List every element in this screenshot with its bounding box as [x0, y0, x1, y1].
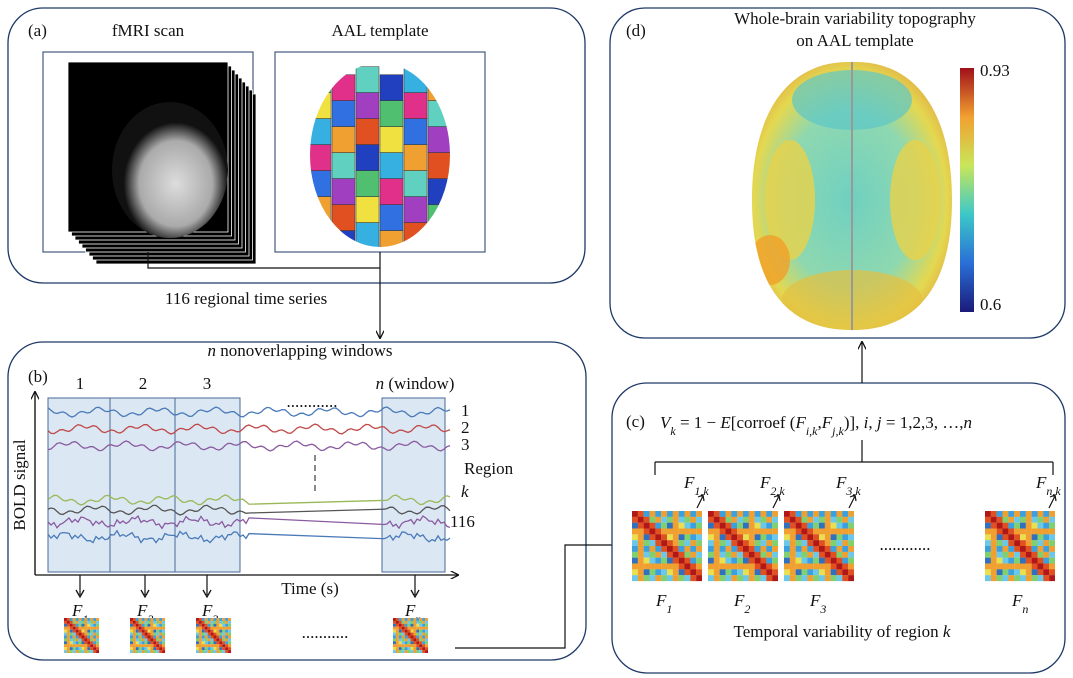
correlation-matrix — [708, 511, 778, 581]
subscript: 2 — [744, 602, 750, 616]
aal-region — [380, 205, 403, 231]
window — [382, 398, 445, 572]
colorbar — [960, 68, 974, 312]
text-part: F — [1035, 473, 1047, 492]
aal-region — [404, 119, 427, 145]
region-label: 3 — [461, 435, 470, 454]
text-part: F — [201, 601, 213, 620]
correlation-matrix — [130, 618, 165, 653]
text-part: F — [733, 591, 745, 610]
ellipsis: ............ — [287, 392, 338, 411]
text-part: F — [835, 473, 847, 492]
aal-region — [356, 67, 379, 93]
text-part: F — [821, 413, 833, 432]
window-label: n (window) — [376, 374, 455, 393]
page: (a) fMRI scan AAL template 116 regional … — [0, 0, 1073, 678]
panel-b-title: n nonoverlapping windows — [207, 341, 392, 360]
aal-region — [332, 153, 355, 179]
text-part: F — [759, 473, 771, 492]
correlation-matrix — [632, 511, 702, 581]
text-part: F — [1011, 591, 1023, 610]
aal-region — [404, 171, 427, 197]
colorbar-max: 0.93 — [980, 61, 1010, 80]
colorbar-min: 0.6 — [980, 295, 1001, 314]
text-part: n — [963, 413, 972, 432]
aal-region — [404, 197, 427, 223]
panel-label: (d) — [626, 21, 646, 40]
aal-region — [332, 127, 355, 153]
region-label: 116 — [450, 512, 475, 531]
aal-region — [356, 171, 379, 197]
text-part: F — [794, 413, 806, 432]
window-label: 1 — [76, 374, 85, 393]
subscript: j,k — [830, 424, 844, 438]
aal-region — [356, 145, 379, 171]
aal-region — [428, 153, 451, 179]
text-part: n — [376, 374, 385, 393]
text-part: n — [207, 341, 216, 360]
scan-brain — [112, 102, 228, 238]
region-k: k — [461, 482, 469, 501]
subscript: 1 — [666, 602, 672, 616]
window-label: 2 — [139, 374, 148, 393]
region-axis: Region — [464, 459, 514, 478]
aal-region — [308, 145, 331, 171]
fmri-stack — [68, 62, 256, 264]
text-part: [corroef ( — [731, 413, 796, 432]
subscript: 3 — [819, 602, 826, 616]
text-part: F — [404, 601, 416, 620]
figure: (a) fMRI scan AAL template 116 regional … — [0, 0, 1073, 678]
window — [175, 398, 240, 572]
text-part: )], — [844, 413, 864, 432]
correlation-matrix — [64, 618, 99, 653]
aal-region — [404, 145, 427, 171]
subscript: n — [1022, 602, 1028, 616]
aal-region — [356, 93, 379, 119]
aal-region — [356, 197, 379, 223]
text-part: F — [809, 591, 821, 610]
text-part: F — [71, 601, 83, 620]
aal-region — [356, 119, 379, 145]
fmri-title: fMRI scan — [112, 21, 185, 40]
correlation-matrix — [784, 511, 854, 581]
correlation-matrix — [196, 618, 231, 653]
text-part: = 1,2,3, …, — [882, 413, 964, 432]
text-part: E — [719, 413, 731, 432]
correlation-matrix — [393, 618, 428, 653]
caption: Temporal variability of region k — [734, 622, 951, 641]
window-label: 3 — [203, 374, 212, 393]
panel-label: (b) — [28, 367, 48, 386]
y-axis-label: BOLD signal — [10, 439, 29, 530]
text-part: k — [943, 622, 951, 641]
aal-region — [380, 127, 403, 153]
ellipsis: ............ — [880, 535, 931, 554]
subscript: i,k — [806, 424, 818, 438]
text-part: Temporal variability of region — [734, 622, 943, 641]
text-part: F — [136, 601, 148, 620]
aal-region — [380, 153, 403, 179]
aal-title: AAL template — [331, 21, 428, 40]
text-part: = 1 − — [676, 413, 721, 432]
aal-region — [332, 179, 355, 205]
window — [48, 398, 110, 572]
ellipsis: ........... — [302, 623, 349, 642]
correlation-matrix — [985, 511, 1055, 581]
aal-region — [332, 101, 355, 127]
text-part: F — [655, 591, 667, 610]
text-part: nonoverlapping windows — [216, 341, 393, 360]
aal-region — [380, 101, 403, 127]
connector-label: 116 regional time series — [165, 289, 327, 308]
aal-region — [404, 93, 427, 119]
panel-label: (c) — [626, 412, 645, 431]
aal-region — [380, 179, 403, 205]
panel-label: (a) — [28, 21, 47, 40]
text-part: , — [868, 413, 877, 432]
text-part: F — [683, 473, 695, 492]
window — [110, 398, 175, 572]
title-line: Whole-brain variability topography — [734, 9, 976, 28]
text-part: (window) — [384, 374, 454, 393]
x-axis-label: Time (s) — [281, 579, 338, 598]
title-line: on AAL template — [796, 31, 913, 50]
aal-region — [380, 75, 403, 101]
